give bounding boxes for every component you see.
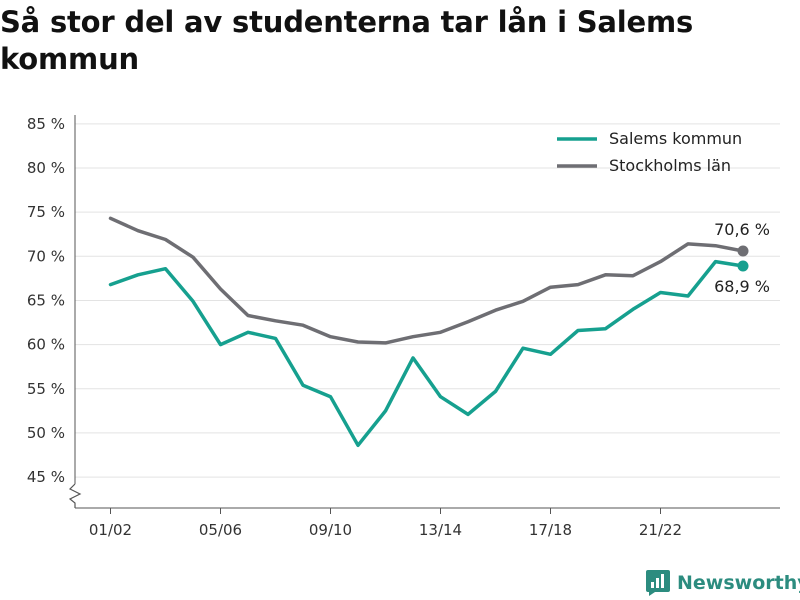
series-end-point-1 — [737, 245, 749, 257]
series-line-0 — [108, 259, 745, 448]
y-tick-label: 45 % — [27, 468, 65, 486]
y-tick-label: 75 % — [27, 203, 65, 221]
x-tick-label: 13/14 — [419, 521, 462, 539]
legend-label-1: Stockholms län — [609, 156, 731, 175]
y-tick-label: 50 % — [27, 424, 65, 442]
series-end-point-0 — [737, 260, 749, 272]
x-tick-label: 09/10 — [309, 521, 352, 539]
x-tick-label: 01/02 — [89, 521, 132, 539]
series-line-1 — [108, 216, 745, 345]
y-tick-label: 55 % — [27, 380, 65, 398]
end-label-stockholm: 70,6 % — [714, 220, 770, 239]
y-tick-label: 85 % — [27, 115, 65, 133]
y-tick-label: 60 % — [27, 336, 65, 354]
x-tick-label: 21/22 — [639, 521, 682, 539]
chart-title: Så stor del av studenterna tar lån i Sal… — [0, 5, 694, 76]
end-label-salem: 68,9 % — [714, 277, 770, 296]
y-tick-label: 65 % — [27, 291, 65, 309]
legend-label-0: Salems kommun — [609, 129, 742, 148]
x-tick-label: 17/18 — [529, 521, 572, 539]
y-tick-label: 70 % — [27, 247, 65, 265]
x-tick-label: 05/06 — [199, 521, 242, 539]
y-axis-break-icon — [68, 483, 82, 508]
brand-name: Newsworthy — [677, 572, 800, 594]
y-tick-label: 80 % — [27, 159, 65, 177]
brand-logo: Newsworthy — [645, 568, 800, 598]
newsworthy-logo-icon — [646, 570, 670, 596]
